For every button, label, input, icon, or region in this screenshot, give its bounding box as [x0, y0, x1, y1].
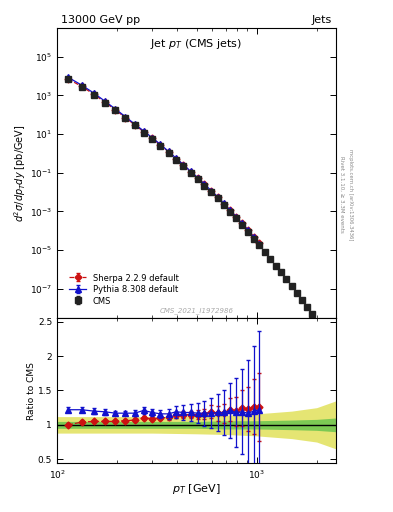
Text: CMS_2021_I1972986: CMS_2021_I1972986	[160, 307, 233, 314]
Y-axis label: Ratio to CMS: Ratio to CMS	[28, 362, 37, 420]
X-axis label: $p_T$ [GeV]: $p_T$ [GeV]	[172, 482, 221, 496]
Text: 13000 GeV pp: 13000 GeV pp	[61, 14, 140, 25]
Text: Jets: Jets	[312, 14, 332, 25]
Legend: Sherpa 2.2.9 default, Pythia 8.308 default, CMS: Sherpa 2.2.9 default, Pythia 8.308 defau…	[67, 271, 181, 308]
Text: Rivet 3.1.10, ≥ 3.3M events: Rivet 3.1.10, ≥ 3.3M events	[340, 156, 344, 233]
Text: mcplots.cern.ch [arXiv:1306.3436]: mcplots.cern.ch [arXiv:1306.3436]	[348, 149, 353, 240]
Text: Jet $p_T$ (CMS jets): Jet $p_T$ (CMS jets)	[151, 37, 242, 51]
Y-axis label: $d^2\sigma/dp_Tdy$ [pb/GeV]: $d^2\sigma/dp_Tdy$ [pb/GeV]	[13, 124, 28, 222]
